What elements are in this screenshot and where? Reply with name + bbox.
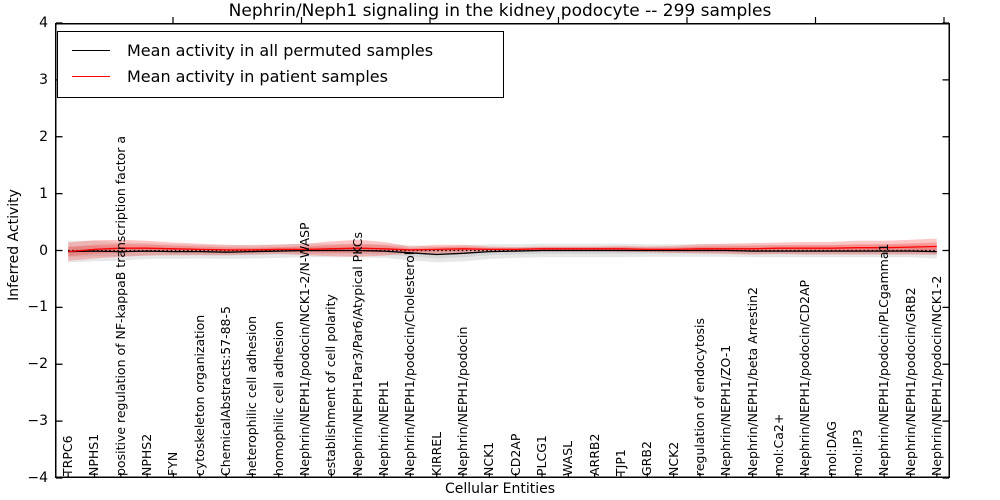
x-tick-label: NCK1: [481, 441, 497, 476]
x-tick-label: homophilic cell adhesion: [270, 321, 286, 476]
x-tick-label: PLCG1: [533, 435, 549, 476]
y-tick-label: 3: [39, 71, 48, 88]
y-tick-label: −1: [27, 299, 48, 316]
x-tick-label: mol:DAG: [823, 421, 839, 476]
x-tick-label: TJP1: [612, 449, 628, 476]
patient-line-swatch: [72, 76, 110, 78]
x-tick-label: Nephrin/NEPH1/podocin/GRB2: [902, 287, 918, 476]
x-tick-label: KIRREL: [428, 431, 444, 476]
x-tick-label: Nephrin/NEPH1/beta Arrestin2: [744, 287, 760, 476]
axes-frame: [55, 23, 950, 478]
x-tick-label: NCK2: [665, 441, 681, 476]
x-tick-label: Nephrin/NEPH1Par3/Par6/Atypical PKCs: [349, 232, 365, 476]
patient-mean-line: [68, 245, 937, 253]
x-tick-label: establishment of cell polarity: [323, 294, 339, 476]
x-axis-label: Cellular Entities: [444, 481, 556, 497]
x-tick-label: NPHS1: [86, 433, 102, 476]
legend-label-patient: Mean activity in patient samples: [127, 67, 388, 87]
y-tick-label: −4: [27, 470, 48, 486]
x-tick-label: cytoskeleton organization: [191, 314, 207, 476]
x-tick-label: Nephrin/NEPH1/ZO-1: [718, 344, 734, 476]
y-tick-label: −2: [27, 356, 48, 373]
x-tick-label: TRPC6: [60, 435, 76, 476]
chart-title: Nephrin/Neph1 signaling in the kidney po…: [228, 1, 772, 21]
y-tick-label: 1: [39, 185, 48, 202]
legend-item-patient: Mean activity in patient samples: [72, 67, 503, 86]
x-tick-label: NPHS2: [139, 433, 155, 476]
y-tick-label: 2: [39, 128, 48, 145]
x-tick-label: Nephrin/NEPH1: [376, 380, 392, 476]
permuted-line-swatch: [72, 49, 110, 51]
x-tick-label: Nephrin/NEPH1/podocin/NCK1-2: [928, 275, 944, 476]
x-tick-label: Nephrin/NEPH1/podocin/PLCgamma1: [876, 243, 892, 476]
y-tick-label: −3: [27, 413, 48, 430]
x-tick-label: Nephrin/NEPH1/podocin/Cholesterol: [402, 251, 418, 476]
x-tick-label: Nephrin/NEPH1/podocin/NCK1-2/N-WASP: [297, 222, 313, 476]
legend-label-permuted: Mean activity in all permuted samples: [127, 40, 434, 60]
x-tick-label: GRB2: [639, 441, 655, 476]
x-tick-label: WASL: [560, 440, 576, 476]
x-tick-label: mol:IP3: [849, 429, 865, 476]
permuted-mean-line: [68, 249, 937, 256]
x-tick-label: Nephrin/NEPH1/podocin/CD2AP: [797, 279, 813, 476]
legend: Mean activity in all permuted samples Me…: [57, 31, 504, 98]
y-tick-label: 0: [39, 242, 48, 259]
y-tick-label: 4: [39, 15, 48, 31]
x-tick-label: heterophilic cell adhesion: [244, 315, 260, 476]
x-tick-label: CD2AP: [507, 433, 523, 476]
x-tick-label: regulation of endocytosis: [691, 318, 707, 476]
legend-item-permuted: Mean activity in all permuted samples: [72, 41, 503, 60]
x-tick-label: positive regulation of NF-kappaB transcr…: [112, 135, 128, 476]
x-tick-label: mol:Ca2+: [770, 413, 786, 476]
x-tick-label: Nephrin/NEPH1/podocin: [455, 326, 470, 476]
x-tick-label: ChemicalAbstracts:57-88-5: [218, 306, 234, 476]
x-tick-label: ARRB2: [586, 433, 602, 476]
x-tick-label: FYN: [165, 451, 181, 476]
